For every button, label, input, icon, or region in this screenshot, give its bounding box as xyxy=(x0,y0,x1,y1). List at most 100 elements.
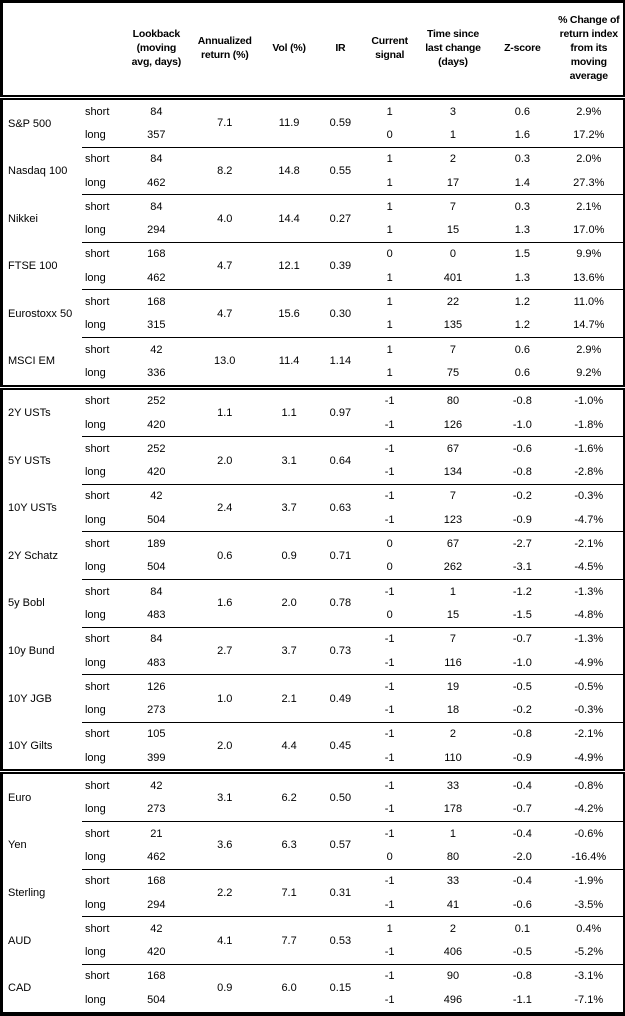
cell-pct-change-short: -3.1% xyxy=(574,970,604,983)
cell-time-since-change-long: 15 xyxy=(415,218,491,243)
cell-lookback-long: 273 xyxy=(124,698,189,723)
cell-z-score-short: -0.8 xyxy=(512,395,532,408)
cell-z-score-short: -0.2 xyxy=(512,490,532,503)
instrument-name: FTSE 100 xyxy=(8,260,58,273)
leg-label-long: long xyxy=(81,218,125,243)
cell-lookback-long: 504 xyxy=(124,508,189,533)
cell-time-since-change-short: 67 xyxy=(446,538,460,551)
cell-pct-change-long: -7.1% xyxy=(574,994,604,1007)
leg-label-long: long xyxy=(81,746,125,775)
instrument-row-short: S&P 500 short 84 7.1 11.9 0.59 1 3 0.6 2.9% xyxy=(2,97,625,148)
leg-label-short: short xyxy=(84,200,110,213)
cell-z-score-long: 1.2 xyxy=(490,313,555,338)
cell-time-since-change-short: 22 xyxy=(446,296,460,309)
leg-label-short: short xyxy=(84,922,110,935)
cell-time-since-change-long: 401 xyxy=(415,266,491,291)
leg-label-long: long xyxy=(81,797,125,823)
cell-vol: 6.0 xyxy=(281,982,297,995)
cell-current-signal-short: 1 xyxy=(386,153,393,166)
cell-current-signal-short: -1 xyxy=(384,442,395,455)
instrument-row-long: long 504 -1 496 -1.1 -7.1% xyxy=(2,988,625,1014)
leg-label-short: short xyxy=(84,153,110,166)
cell-time-since-change-short: 2 xyxy=(449,153,457,166)
cell-current-signal-short: -1 xyxy=(384,827,395,840)
cell-ir: 0.63 xyxy=(317,484,364,533)
cell-current-signal-long: 0 xyxy=(363,123,416,148)
leg-label-long: long xyxy=(81,266,125,291)
cell-annualized-return: 7.1 xyxy=(188,97,261,148)
instrument-name: Nikkei xyxy=(8,212,38,225)
cell-annualized-return: 8.2 xyxy=(188,147,261,196)
cell-z-score-short: -2.7 xyxy=(512,538,532,551)
cell-pct-change-short: 2.9% xyxy=(576,105,602,118)
cell-vol: 12.1 xyxy=(260,242,318,291)
cell-pct-change-long: -4.8% xyxy=(554,603,624,628)
leg-label-short: short xyxy=(84,248,110,261)
instrument-row-long: long 462 1 401 1.3 13.6% xyxy=(2,266,624,291)
cell-time-since-change-short: 33 xyxy=(446,875,460,888)
cell-current-signal-short: -1 xyxy=(384,780,395,793)
cell-time-since-change-long: 75 xyxy=(415,361,491,390)
cell-z-score-long: -2.0 xyxy=(490,845,555,870)
cell-time-since-change-long: 116 xyxy=(415,650,491,676)
instrument-name: 10y Bund xyxy=(8,644,55,657)
cell-z-score-short: 1.2 xyxy=(514,296,531,309)
cell-z-score-long: 1.3 xyxy=(490,218,555,243)
cell-lookback-short: 42 xyxy=(150,490,163,503)
cell-z-score-short: 0.6 xyxy=(514,343,531,356)
instrument-row-long: long 399 -1 110 -0.9 -4.9% xyxy=(2,746,624,775)
leg-label-short: short xyxy=(84,105,110,118)
leg-label-long: long xyxy=(81,555,125,581)
cell-ir: 0.59 xyxy=(317,97,364,148)
instrument-row-long: long 420 -1 406 -0.5 -5.2% xyxy=(2,940,624,965)
instrument-row-short: Yen short 21 3.6 6.3 0.57 -1 1 -0.4 -0.6% xyxy=(2,821,625,870)
cell-current-signal-short: -1 xyxy=(384,633,395,646)
leg-label-long: long xyxy=(81,508,125,533)
column-header-ann: Annualized return (%) xyxy=(188,1,261,100)
cell-time-since-change-long: 135 xyxy=(415,313,491,338)
cell-lookback-long: 504 xyxy=(124,555,189,581)
cell-lookback-short: 84 xyxy=(150,153,163,166)
instrument-row-short: 10Y Gilts short 105 2.0 4.4 0.45 -1 2 -0.8 -2.1% xyxy=(1,722,625,775)
cell-time-since-change-short: 67 xyxy=(446,442,460,455)
cell-ir: 0.49 xyxy=(317,674,364,723)
leg-label-short: short xyxy=(84,343,110,356)
instrument-row-long: long 294 1 15 1.3 17.0% xyxy=(2,218,624,243)
cell-lookback-short: 168 xyxy=(147,875,166,888)
instrument-row-long: long 483 0 15 -1.5 -4.8% xyxy=(2,603,624,628)
cell-annualized-return: 3.6 xyxy=(188,821,261,870)
cell-lookback-long: 483 xyxy=(124,603,189,628)
cell-time-since-change-short: 7 xyxy=(449,200,457,213)
cell-lookback-long: 504 xyxy=(147,994,166,1007)
instrument-name: Nasdaq 100 xyxy=(8,164,68,177)
cell-pct-change-long: -2.8% xyxy=(554,460,624,485)
cell-pct-change-short: -0.8% xyxy=(574,780,604,793)
cell-current-signal-short: 1 xyxy=(386,922,393,935)
instrument-name: 2Y Schatz xyxy=(8,549,58,562)
cell-current-signal-short: -1 xyxy=(384,970,395,983)
cell-lookback-short: 168 xyxy=(147,248,166,261)
cell-pct-change-short: -0.3% xyxy=(574,490,604,503)
leg-label-long: long xyxy=(84,994,106,1007)
leg-label-short: short xyxy=(84,490,110,503)
cell-annualized-return: 1.1 xyxy=(188,387,261,438)
leg-label-short: short xyxy=(84,585,110,598)
cell-lookback-long: 420 xyxy=(124,412,189,438)
cell-annualized-return: 2.2 xyxy=(188,869,261,918)
cell-current-signal-short: -1 xyxy=(384,490,395,503)
cell-z-score-long: -0.7 xyxy=(490,797,555,823)
leg-label-long: long xyxy=(81,603,125,628)
instrument-name: S&P 500 xyxy=(8,117,52,130)
cell-current-signal-long: -1 xyxy=(363,797,416,823)
cell-time-since-change-long: 80 xyxy=(415,845,491,870)
cell-vol: 11.4 xyxy=(260,337,318,390)
cell-current-signal-short: 1 xyxy=(386,343,393,356)
cell-ir: 0.50 xyxy=(317,771,364,823)
cell-z-score-long: -0.6 xyxy=(490,892,555,918)
leg-label-long: long xyxy=(81,845,125,870)
instrument-row-long: long 504 -1 123 -0.9 -4.7% xyxy=(2,508,624,533)
cell-current-signal-short: 1 xyxy=(386,200,393,213)
cell-pct-change-long: 14.7% xyxy=(554,313,624,338)
cell-current-signal-long: -1 xyxy=(384,994,395,1007)
